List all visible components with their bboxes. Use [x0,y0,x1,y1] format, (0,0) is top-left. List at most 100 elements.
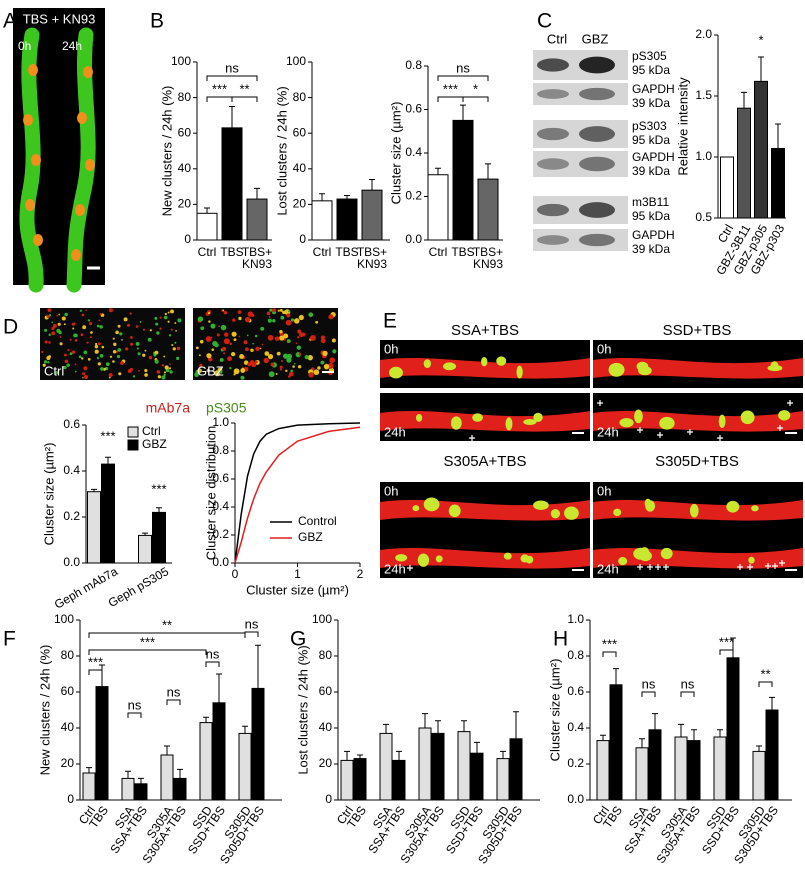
punctum [200,326,205,331]
punctum [116,354,121,359]
punctum [243,360,249,365]
bar [737,107,751,219]
punctum [64,312,68,317]
punctum [99,354,104,358]
blot-label: GAPDH [632,82,675,96]
significance-label: ns [245,616,259,631]
plus-marker [772,563,778,569]
significance-bracket [437,96,464,102]
y-tick-label: 80 [293,90,307,104]
punctum [142,353,146,357]
punctum [149,329,152,332]
plus-marker [637,564,643,570]
y-tick-label: 40 [178,161,192,175]
y-tick-label: 0.8 [212,443,229,457]
punctum [154,350,159,355]
significance-label: *** [140,634,155,649]
punctum [255,346,260,352]
punctum [87,319,91,322]
error-bar [758,56,764,82]
punctum [267,353,274,360]
band [579,202,615,218]
error-bar [369,178,375,191]
y-tick-label: 80 [319,648,333,662]
punctum [252,342,255,345]
error-bar [229,106,235,128]
punctum [296,345,302,350]
error-bar [474,741,480,754]
punctum [121,339,123,341]
punctum [328,314,334,320]
bar [82,772,96,801]
punctum [43,360,48,364]
punctum [276,351,281,356]
punctum [247,362,252,367]
error-bar [639,738,645,748]
bar [496,758,510,801]
punctum [61,316,66,321]
band [579,156,615,172]
punctum [96,324,100,328]
punctum [64,359,69,364]
punctum [117,324,121,328]
y-tick-label: 40 [293,161,307,175]
punctum [174,341,177,344]
y-tick-label: 0.8 [567,648,584,662]
error-bar [500,750,506,759]
x-tick-label: 1 [294,567,301,581]
y-tick-label: 0.4 [212,499,229,513]
punctum [231,331,237,337]
legend-label: Ctrl [142,424,161,438]
plus-marker [469,435,475,441]
error-bar [741,91,747,109]
y-tick-label: 0.4 [405,145,422,159]
punctum [154,359,159,364]
punctum [211,348,215,351]
punctum [163,371,167,374]
y-tick-label: 0.6 [567,684,584,698]
plus-marker [597,400,603,406]
punctum [109,355,113,358]
punctum [74,363,77,366]
punctum [47,308,52,312]
cluster [564,506,579,520]
punctum [197,368,202,373]
error-bar [125,770,131,779]
punctum [313,369,320,376]
error-bar [203,716,209,723]
significance-label: ns [167,684,181,699]
label-line: TBS+ [357,245,387,259]
bar [361,189,383,241]
punctum [268,316,271,318]
punctum [295,342,298,345]
blot-column: GBZ [582,31,609,46]
punctum [56,314,59,317]
punctum [63,353,67,357]
cluster [412,505,420,512]
punctum [176,356,180,360]
error-bar [396,750,402,761]
punctum [208,320,211,323]
punctum [97,342,101,346]
error-bar [485,163,491,180]
punctum [176,346,181,351]
cluster [28,64,38,76]
bar [771,147,785,219]
punctum [169,363,171,365]
y-tick-label: 0 [67,792,74,806]
bar [418,727,432,801]
punctum [170,328,173,331]
blot-label: pS305 [632,49,667,63]
plus-marker [637,427,643,433]
plus-marker [687,429,693,435]
error-bar [756,745,762,752]
punctum [218,370,223,374]
bar [720,156,734,219]
punctum [279,335,285,341]
punctum [168,367,172,370]
blot-column: Ctrl [547,31,567,46]
punctum [41,350,44,354]
blot-label: 39 kDa [632,242,670,256]
punctum [261,343,264,346]
punctum [267,334,274,341]
